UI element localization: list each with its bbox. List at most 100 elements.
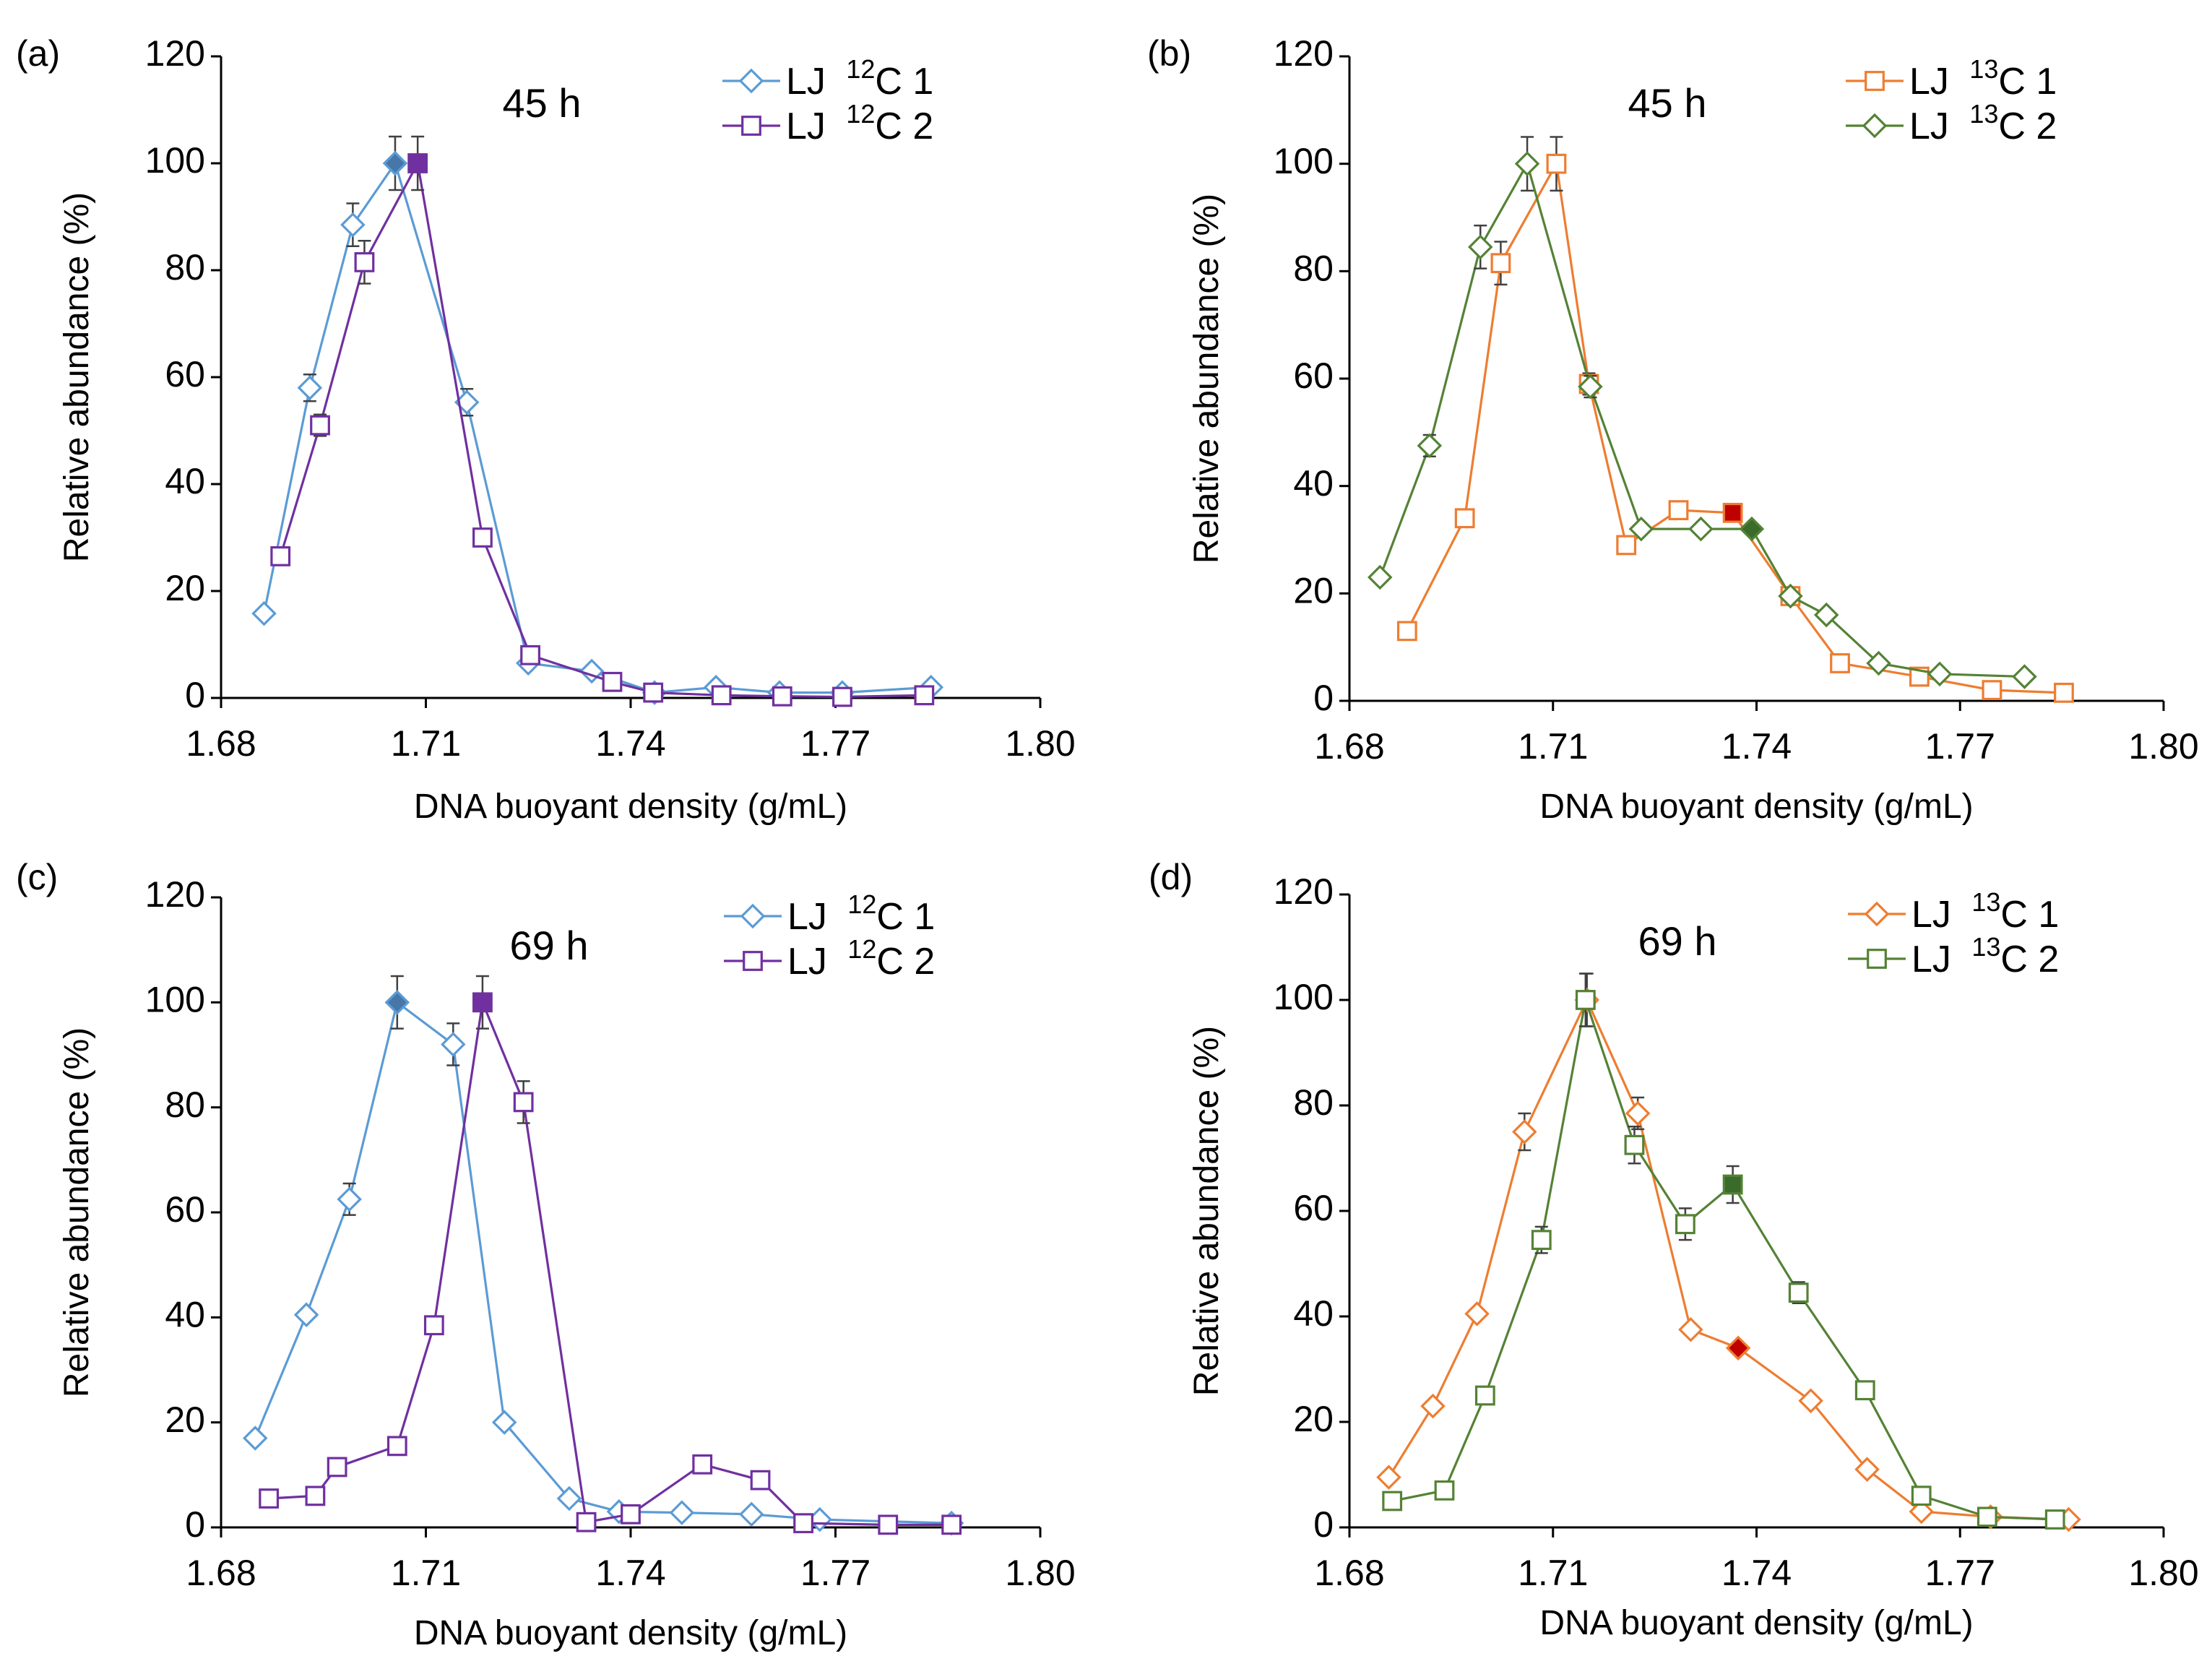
y-axis-label: Relative abundance (%) — [58, 1027, 96, 1397]
y-axis-label: Relative abundance (%) — [1188, 194, 1226, 564]
legend-label-prefix: LJ — [1911, 894, 1961, 936]
data-point — [1982, 680, 2003, 701]
data-point — [297, 375, 323, 401]
data-point — [1474, 1385, 1495, 1406]
x-tick-label: 1.77 — [800, 1553, 870, 1593]
legend-label-superscript: 12 — [847, 889, 876, 919]
legend-label: LJ 12C 2 — [786, 99, 933, 147]
x-tick-label: 1.80 — [1005, 723, 1075, 764]
legend-label: LJ 12C 2 — [787, 934, 935, 983]
series-2: LJ 13C 2 — [1382, 932, 2065, 1530]
legend-label-superscript: 12 — [846, 54, 875, 84]
y-tick-label: 80 — [1293, 249, 1334, 289]
data-point — [513, 1092, 534, 1113]
data-point-highlighted — [384, 990, 410, 1015]
data-point — [251, 600, 277, 626]
legend-label-suffix: C 1 — [2000, 894, 2059, 936]
y-tick-label: 60 — [1293, 355, 1334, 396]
y-tick-label: 20 — [1293, 571, 1334, 611]
data-point — [1624, 1134, 1645, 1155]
legend-label-prefix: LJ — [1909, 105, 1959, 147]
data-point — [1813, 602, 1839, 628]
data-point — [1464, 1301, 1490, 1327]
data-point — [669, 1500, 695, 1525]
data-point — [621, 1504, 641, 1524]
chart-panel-b: (b) 0 20 40 60 80 100 120 1.68 1.71 1.74 1.77 1.80 DN… — [1147, 33, 2199, 826]
data-point — [1866, 650, 1891, 676]
x-tick-label: 1.74 — [1721, 726, 1792, 767]
legend-label-superscript: 13 — [1971, 887, 2000, 917]
time-annotation: 69 h — [510, 923, 589, 968]
y-tick-label: 20 — [165, 568, 205, 608]
series-line — [1388, 999, 2069, 1521]
legend-marker — [740, 903, 766, 929]
series-line — [269, 1001, 952, 1526]
legend-marker — [743, 951, 763, 971]
data-point — [327, 1457, 347, 1478]
legend-marker — [741, 116, 761, 136]
legend-label: LJ 13C 1 — [1909, 54, 2057, 103]
legend-label-superscript: 12 — [847, 934, 876, 964]
data-point — [242, 1426, 268, 1451]
y-tick-label: 120 — [1274, 871, 1334, 912]
data-point — [1788, 1282, 1809, 1303]
legend-label-superscript: 12 — [846, 99, 875, 129]
data-point — [941, 1514, 962, 1535]
x-tick-label: 1.80 — [1005, 1553, 1075, 1593]
data-point-highlighted — [472, 992, 493, 1013]
series-1: LJ 12C 1 — [242, 889, 964, 1536]
data-point — [1909, 1498, 1934, 1524]
y-axis-label: Relative abundance (%) — [1188, 1026, 1226, 1396]
legend-label: LJ 13C 2 — [1909, 99, 2057, 147]
series-1: LJ 13C 1 — [1396, 54, 2074, 703]
y-tick-label: 20 — [165, 1400, 205, 1440]
series-2: LJ 12C 2 — [259, 934, 962, 1535]
data-point — [793, 1513, 813, 1534]
data-point — [1625, 1100, 1651, 1126]
data-point — [2012, 664, 2037, 689]
series-line — [1406, 163, 2065, 694]
x-tick-label: 1.68 — [1314, 1553, 1384, 1593]
series-line — [279, 162, 925, 699]
data-point — [1778, 583, 1803, 609]
data-point — [602, 671, 623, 692]
panel-label: (b) — [1147, 33, 1191, 74]
chart-panel-a: (a) 0 20 40 60 80 100 120 1.68 1.71 1.74 1.77 1.80 DN… — [16, 33, 1076, 826]
data-point — [310, 415, 330, 436]
y-axis-label: Relative abundance (%) — [58, 192, 96, 562]
legend-label-prefix: LJ — [787, 941, 837, 983]
data-point — [711, 685, 732, 706]
y-tick-label: 40 — [165, 461, 205, 501]
legend-label-suffix: C 2 — [1998, 105, 2057, 147]
x-tick-label: 1.71 — [391, 723, 461, 764]
legend-label-prefix: LJ — [1909, 61, 1959, 103]
data-point — [1420, 1393, 1446, 1419]
data-point — [832, 686, 852, 707]
data-point — [772, 686, 792, 707]
data-point — [1976, 1506, 1997, 1527]
data-point — [1467, 234, 1493, 260]
x-tick-label: 1.80 — [2128, 1553, 2198, 1593]
data-point — [1514, 151, 1540, 176]
legend-marker — [1867, 949, 1887, 969]
legend-label: LJ 13C 1 — [1911, 887, 2059, 936]
data-point — [337, 1186, 362, 1212]
x-axis-label: DNA buoyant density (g/mL) — [414, 788, 847, 826]
y-tick-label: 100 — [1274, 977, 1334, 1017]
legend-label-suffix: C 1 — [875, 61, 933, 103]
data-point — [739, 1501, 764, 1527]
panel-label: (c) — [16, 857, 58, 897]
y-tick-label: 100 — [1274, 141, 1334, 181]
y-tick-label: 80 — [165, 247, 205, 288]
legend-label: LJ 12C 1 — [787, 889, 935, 938]
legend-label-suffix: C 2 — [876, 941, 935, 983]
data-point-highlighted — [407, 153, 428, 173]
x-tick-label: 1.74 — [595, 1553, 665, 1593]
y-tick-label: 120 — [145, 33, 205, 74]
y-tick-label: 0 — [185, 1504, 205, 1545]
data-point — [1678, 1316, 1703, 1342]
legend-label-superscript: 13 — [1969, 54, 1998, 84]
data-point — [491, 1410, 517, 1435]
data-point — [1675, 1214, 1695, 1235]
series-2: LJ 13C 2 — [1367, 99, 2057, 689]
